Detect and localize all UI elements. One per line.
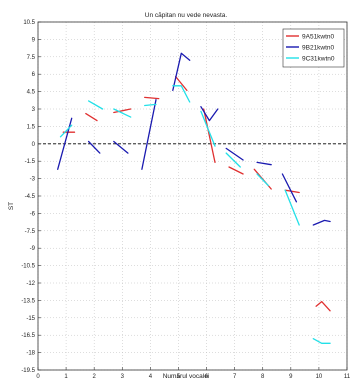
y-axis-label: ST: [8, 202, 15, 210]
y-tick-label: 4.5: [27, 90, 36, 96]
series-segment: [203, 108, 216, 164]
series-segment: [141, 99, 157, 170]
series-segment: [85, 112, 98, 122]
series-segment: [87, 140, 101, 154]
series-segment: [284, 189, 300, 194]
series-segment: [315, 300, 331, 312]
series-9C31kwtn0: [59, 85, 331, 344]
series-segment: [281, 173, 298, 203]
x-tick-label: 7: [233, 374, 237, 380]
series-segment: [228, 166, 244, 175]
x-tick-label: 11: [344, 374, 351, 380]
series-segment: [113, 108, 132, 118]
y-tick-label: 9: [32, 37, 36, 43]
series-segment: [144, 96, 160, 100]
series-segment: [312, 338, 331, 344]
x-tick-label: 6: [205, 374, 209, 380]
y-tick-label: -3: [30, 177, 36, 183]
y-tick-label: 1.5: [27, 124, 36, 130]
series-segment: [312, 219, 331, 226]
x-axis-label: Numarul vocalei: [163, 373, 210, 380]
y-tick-label: 6: [32, 72, 36, 78]
series-segment: [172, 52, 191, 92]
x-tick-label: 2: [93, 374, 97, 380]
y-tick-label: -18: [26, 351, 35, 357]
x-tick-label: 4: [149, 374, 153, 380]
x-tick-label: 8: [261, 374, 265, 380]
x-tick-label: 9: [289, 374, 293, 380]
y-tick-label: -7.5: [25, 229, 36, 235]
series-segment: [225, 147, 244, 161]
y-tick-label: -13.5: [21, 298, 35, 304]
series-segment: [174, 75, 188, 92]
x-axis-ticks: 0 1 2 3 4 5 6 7 8 9 10 11: [36, 367, 351, 380]
x-tick-label: 5: [177, 374, 181, 380]
series-layer: [57, 52, 331, 344]
y-tick-label: -19.5: [21, 368, 35, 374]
y-tick-label: 7.5: [27, 55, 36, 61]
y-axis-ticks: 10.5 9 7.5 6 4.5 3 1.5 0 -1.5 -3 -4.5 -6 -7.5 -9 -10.5…: [21, 20, 41, 374]
x-tick-label: 3: [121, 374, 125, 380]
legend: 9A51kwtn0 9B21kwtn0 9C31kwtn0: [282, 28, 345, 68]
series-segment: [200, 110, 216, 147]
y-tick-label: -10.5: [21, 264, 35, 270]
x-tick-label: 1: [64, 374, 68, 380]
series-segment: [172, 85, 191, 103]
series-segment: [256, 161, 272, 166]
series-segment: [113, 108, 132, 114]
y-tick-label: -6: [30, 211, 36, 217]
series-segment: [284, 189, 300, 226]
legend-entry: 9C31kwtn0: [302, 56, 335, 63]
series-segment: [144, 103, 157, 107]
series-segment: [256, 173, 269, 187]
chart-title: Un căpitan nu vede nevasta.: [145, 12, 228, 19]
legend-entry: 9A51kwtn0: [302, 34, 335, 41]
y-tick-label: -16.5: [21, 333, 35, 339]
y-tick-label: -15: [26, 316, 35, 322]
series-segment: [225, 152, 241, 168]
y-tick-label: -1.5: [25, 159, 36, 165]
y-tick-label: -9: [30, 246, 36, 252]
y-tick-label: -12: [26, 281, 35, 287]
x-tick-label: 10: [316, 374, 323, 380]
y-tick-label: 0: [32, 142, 36, 148]
y-tick-label: -4.5: [25, 194, 36, 200]
series-segment: [87, 100, 104, 110]
series-segment: [113, 140, 129, 154]
y-tick-label: 3: [32, 107, 36, 113]
y-tick-label: 10.5: [23, 20, 35, 26]
legend-entry: 9B21kwtn0: [302, 45, 335, 52]
series-segment: [59, 124, 73, 138]
x-tick-label: 0: [36, 374, 40, 380]
series-segment: [200, 106, 219, 122]
